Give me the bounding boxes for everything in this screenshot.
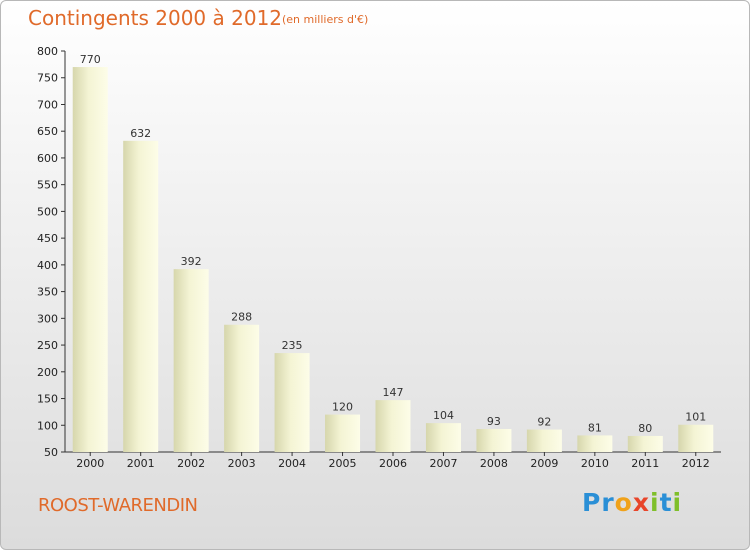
- axes: 50 100 150 200 250 300 350 400 450 500 550 600 650 70…: [37, 45, 721, 470]
- data-label: 92: [537, 416, 551, 429]
- y-tick-label: 350: [37, 286, 58, 299]
- x-tick-label: 2009: [530, 457, 558, 470]
- y-tick-label: 300: [37, 312, 58, 325]
- y-tick-label: 650: [37, 125, 58, 138]
- data-label: 632: [130, 127, 151, 140]
- y-tick-label: 150: [37, 393, 58, 406]
- bar-2011: [627, 435, 663, 452]
- bar-2004: [274, 353, 310, 452]
- x-tick-label: 2006: [379, 457, 407, 470]
- value-labels: 770 632 392 288 235 120 147 104 93 92 81 80 101: [80, 53, 707, 435]
- y-tick-label: 500: [37, 205, 58, 218]
- data-label: 101: [685, 411, 706, 424]
- bar-2000: [72, 67, 108, 452]
- x-tick-label: 2007: [429, 457, 457, 470]
- x-tick-label: 2008: [480, 457, 508, 470]
- x-tick-label: 2005: [329, 457, 357, 470]
- y-tick-label: 700: [37, 98, 58, 111]
- bar-2003: [224, 324, 260, 452]
- x-tick-label: 2004: [278, 457, 306, 470]
- bar-2009: [526, 429, 562, 452]
- bar-2001: [123, 140, 159, 452]
- data-label: 80: [638, 422, 652, 435]
- x-tick-label: 2012: [682, 457, 710, 470]
- x-tick-label: 2010: [581, 457, 609, 470]
- y-tick-label: 600: [37, 152, 58, 165]
- bar-2005: [325, 414, 361, 452]
- y-tick-label: 400: [37, 259, 58, 272]
- data-label: 120: [332, 401, 353, 414]
- bar-2006: [375, 400, 411, 452]
- bar-2008: [476, 429, 512, 452]
- x-tick-label: 2002: [177, 457, 205, 470]
- y-tick-label: 250: [37, 339, 58, 352]
- bar-2002: [173, 269, 209, 452]
- data-label: 147: [383, 386, 404, 399]
- x-tick-label: 2011: [631, 457, 659, 470]
- y-tick-label: 200: [37, 366, 58, 379]
- data-label: 235: [282, 339, 303, 352]
- data-label: 93: [487, 415, 501, 428]
- bars: [72, 67, 714, 452]
- y-tick-label: 550: [37, 179, 58, 192]
- bar-2010: [577, 435, 613, 452]
- y-tick-label: 100: [37, 419, 58, 432]
- commune-name: ROOST-WARENDIN: [38, 495, 198, 516]
- bar-2007: [425, 423, 461, 452]
- data-label: 104: [433, 409, 454, 422]
- y-tick-label: 50: [44, 446, 58, 459]
- chart-subtitle: (en milliers d'€): [282, 13, 369, 26]
- y-tick-label: 450: [37, 232, 58, 245]
- data-label: 392: [181, 255, 202, 268]
- x-tick-label: 2003: [228, 457, 256, 470]
- chart-title: Contingents 2000 à 2012: [28, 6, 283, 30]
- data-label: 288: [231, 311, 252, 324]
- y-tick-label: 750: [37, 72, 58, 85]
- proxiti-logo[interactable]: Proxiti: [582, 488, 683, 517]
- bar-2012: [678, 424, 714, 452]
- y-tick-label: 800: [37, 45, 58, 58]
- data-label: 770: [80, 53, 101, 66]
- x-tick-label: 2000: [76, 457, 104, 470]
- x-tick-label: 2001: [127, 457, 155, 470]
- data-label: 81: [588, 421, 602, 434]
